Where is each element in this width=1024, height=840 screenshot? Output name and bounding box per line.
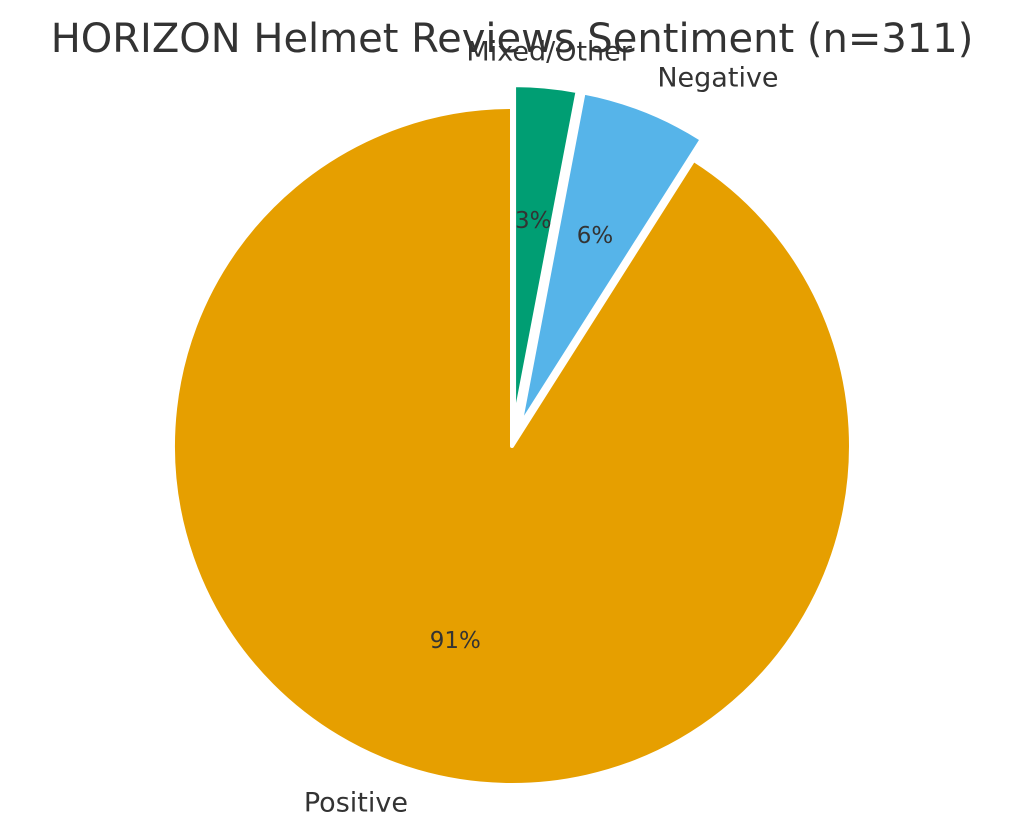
slice-label-negative: Negative: [657, 62, 778, 93]
pie-slice-positive: [171, 105, 853, 787]
slice-label-mixed-other: Mixed/Other: [466, 36, 632, 67]
pie-labels: Mixed/Other 3% Negative 6% Positive 91%: [304, 36, 779, 818]
slice-percent-mixed-other: 3%: [515, 208, 552, 234]
slice-percent-positive: 91%: [430, 628, 481, 654]
chart-title: HORIZON Helmet Reviews Sentiment (n=311): [51, 16, 974, 62]
slice-label-positive: Positive: [304, 788, 408, 819]
pie-slices: [171, 83, 853, 787]
slice-percent-negative: 6%: [577, 223, 614, 249]
pie-slice-negative: [518, 90, 704, 428]
pie-slice-mixed-other: [512, 83, 580, 427]
